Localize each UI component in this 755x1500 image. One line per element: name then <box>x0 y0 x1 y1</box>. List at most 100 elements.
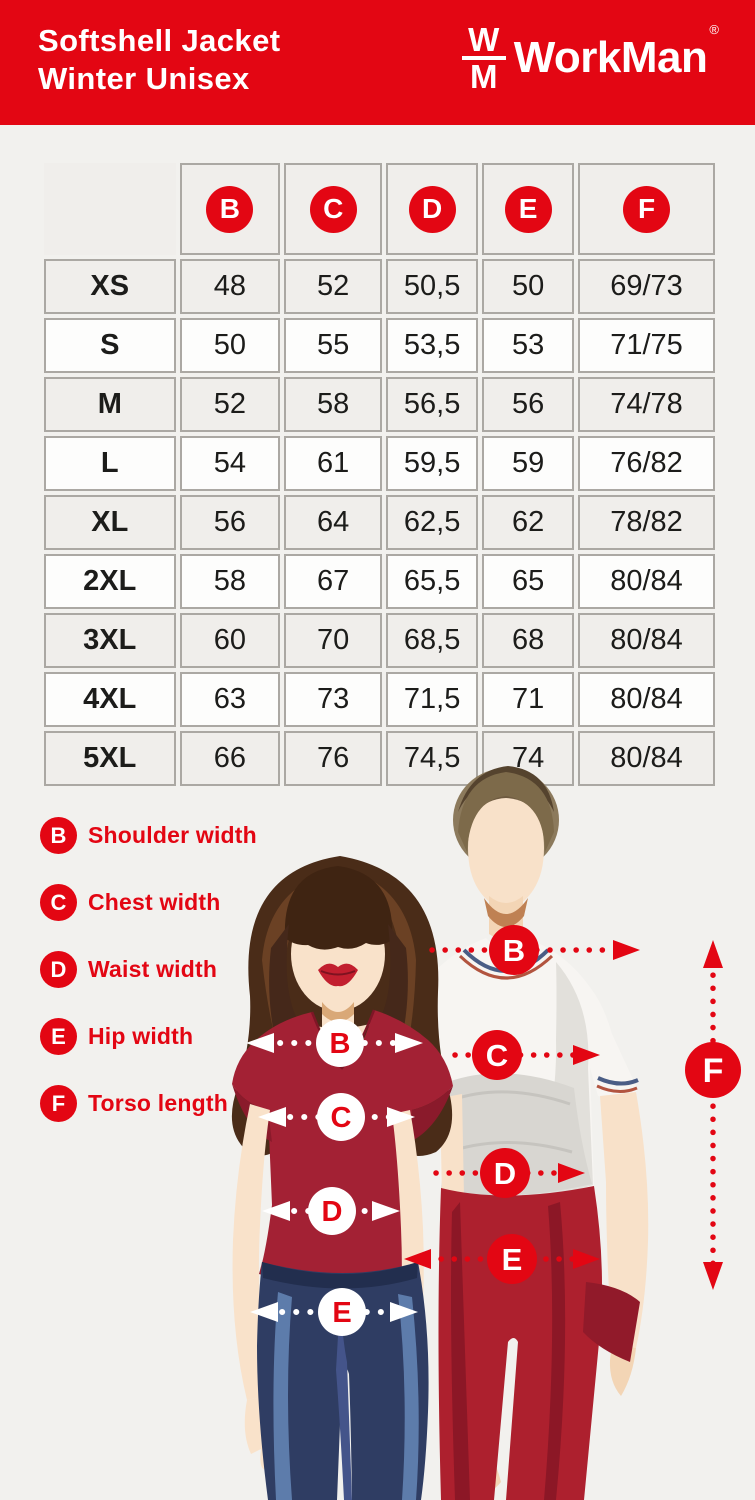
svg-text:E: E <box>332 1297 351 1329</box>
marker-woman-waist: D <box>262 1187 400 1235</box>
cell-value: 59,5 <box>386 436 479 491</box>
svg-text:B: B <box>330 1028 351 1060</box>
cell-value: 71/75 <box>578 318 715 373</box>
workman-logo-mark-icon: W M <box>460 21 508 96</box>
column-f-badge: F <box>623 185 671 233</box>
table-row: XL 56 64 62,5 62 78/82 <box>44 495 715 550</box>
table-row: 2XL 58 67 65,5 65 80/84 <box>44 554 715 609</box>
cell-value: 50 <box>482 259 575 314</box>
marker-woman-hip: E <box>250 1288 418 1336</box>
column-header-B: B <box>179 163 281 255</box>
size-label: XS <box>44 259 176 314</box>
svg-text:C: C <box>486 1038 508 1073</box>
size-label: 4XL <box>44 672 176 727</box>
legend-c-badge: C <box>40 884 77 921</box>
logo-mark-w: W <box>468 21 500 58</box>
svg-text:C: C <box>331 1102 352 1134</box>
svg-text:D: D <box>322 1196 343 1228</box>
logo-mark-m: M <box>469 58 498 96</box>
marker-man-waist: D <box>433 1148 585 1198</box>
marker-man-hip: E <box>404 1234 600 1284</box>
column-b-badge: B <box>206 185 254 233</box>
cell-value: 74,5 <box>386 731 479 786</box>
arrow-left-icon <box>258 1107 286 1127</box>
arrow-right-icon <box>613 940 640 960</box>
cell-value: 74/78 <box>578 377 715 432</box>
cell-value: 61 <box>284 436 383 491</box>
marker-woman-chest: C <box>258 1093 415 1141</box>
column-header-F: F <box>578 163 715 255</box>
title-line-1: Softshell Jacket <box>38 23 281 58</box>
table-corner-cell <box>44 163 176 255</box>
arrow-right-icon <box>395 1033 423 1053</box>
marker-woman-shoulder: B <box>246 1019 423 1067</box>
legend-item-waist: D Waist width <box>40 951 257 988</box>
cell-value: 68 <box>482 613 575 668</box>
column-header-C: C <box>284 163 383 255</box>
table-header-row: B C D E F <box>44 163 715 255</box>
size-label: S <box>44 318 176 373</box>
arrow-left-icon <box>262 1201 290 1221</box>
cell-value: 80/84 <box>578 613 715 668</box>
logo-wordmark: WorkMan® <box>514 22 719 80</box>
cell-value: 64 <box>284 495 383 550</box>
table-row: 4XL 63 73 71,5 71 80/84 <box>44 672 715 727</box>
cell-value: 58 <box>179 554 281 609</box>
table-row: XS 48 52 50,5 50 69/73 <box>44 259 715 314</box>
legend-label: Waist width <box>88 956 218 982</box>
measurement-figure-illustration: B C D E F <box>231 766 741 1500</box>
cell-value: 76/82 <box>578 436 715 491</box>
marker-man-chest: C <box>452 1030 600 1080</box>
size-label: 3XL <box>44 613 176 668</box>
cell-value: 65,5 <box>386 554 479 609</box>
table-row: S 50 55 53,5 53 71/75 <box>44 318 715 373</box>
size-table-container: B C D E F XS 48 52 50,5 50 69/73 S <box>40 159 719 790</box>
column-d-badge: D <box>408 185 456 233</box>
legend-item-chest: C Chest width <box>40 884 257 921</box>
cell-value: 52 <box>179 377 281 432</box>
svg-text:F: F <box>703 1052 724 1090</box>
cell-value: 50 <box>179 318 281 373</box>
legend-item-hip: E Hip width <box>40 1018 257 1055</box>
arrow-right-icon <box>387 1107 415 1127</box>
cell-value: 78/82 <box>578 495 715 550</box>
cell-value: 62 <box>482 495 575 550</box>
legend-label: Hip width <box>88 1023 194 1049</box>
logo-mark-bar <box>461 56 506 61</box>
cell-value: 54 <box>179 436 281 491</box>
column-c-badge: C <box>309 185 357 233</box>
cell-value: 80/84 <box>578 731 715 786</box>
cell-value: 69/73 <box>578 259 715 314</box>
arrow-left-icon <box>246 1033 274 1053</box>
workman-logo: W M WorkMan® <box>460 21 719 96</box>
svg-text:D: D <box>494 1156 516 1191</box>
cell-value: 80/84 <box>578 672 715 727</box>
marker-man-shoulder: B <box>429 925 640 975</box>
legend-e-badge: E <box>40 1018 77 1055</box>
arrow-right-icon <box>372 1201 400 1221</box>
table-row: L 54 61 59,5 59 76/82 <box>44 436 715 491</box>
size-label: XL <box>44 495 176 550</box>
column-header-D: D <box>386 163 479 255</box>
arrow-left-icon <box>404 1249 431 1269</box>
cell-value: 80/84 <box>578 554 715 609</box>
arrow-right-icon <box>573 1045 600 1065</box>
arrow-right-icon <box>573 1249 600 1269</box>
arrow-up-icon <box>703 940 723 968</box>
cell-value: 73 <box>284 672 383 727</box>
size-label: 5XL <box>44 731 176 786</box>
measurement-legend: B Shoulder width C Chest width D Waist w… <box>40 817 257 1152</box>
svg-text:B: B <box>503 933 525 968</box>
cell-value: 65 <box>482 554 575 609</box>
svg-text:E: E <box>502 1242 523 1277</box>
size-label: M <box>44 377 176 432</box>
arrow-left-icon <box>250 1302 278 1322</box>
size-label: L <box>44 436 176 491</box>
cell-value: 67 <box>284 554 383 609</box>
cell-value: 53 <box>482 318 575 373</box>
column-e-badge: E <box>504 185 552 233</box>
cell-value: 56 <box>482 377 575 432</box>
cell-value: 59 <box>482 436 575 491</box>
legend-f-badge: F <box>40 1085 77 1122</box>
